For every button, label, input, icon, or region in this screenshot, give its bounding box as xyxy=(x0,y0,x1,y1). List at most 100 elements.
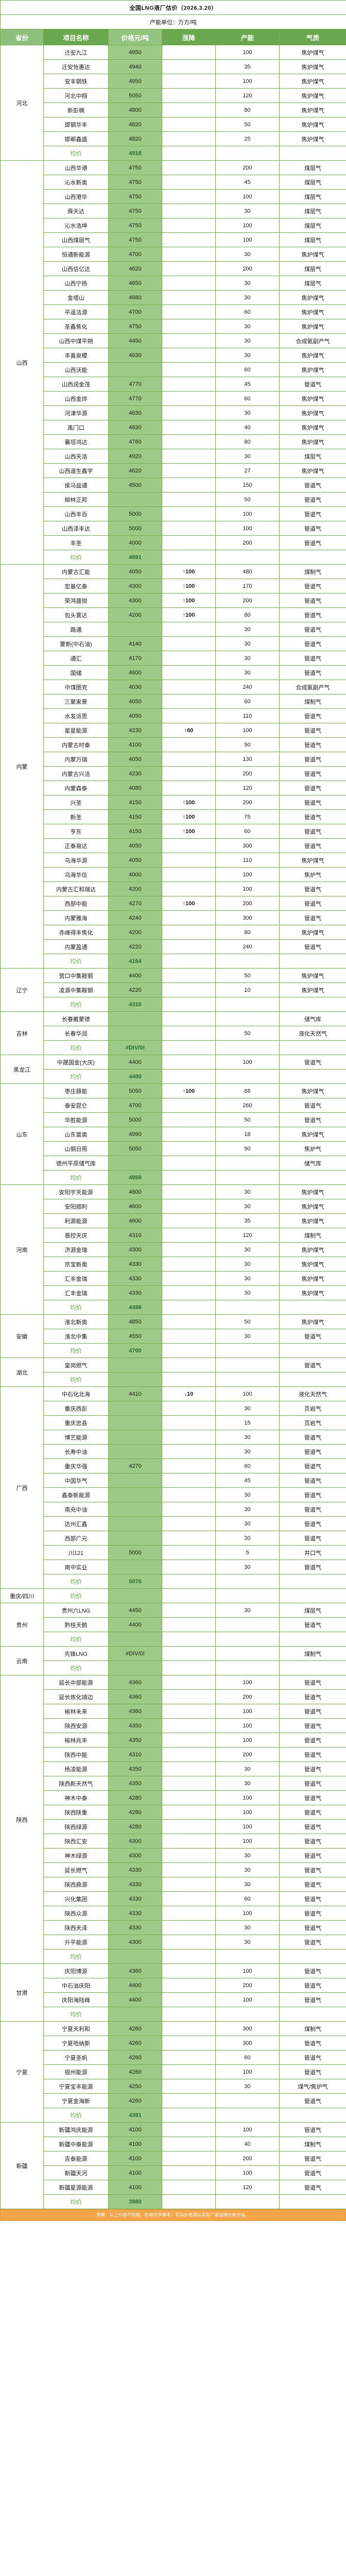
gas-quality: 煤层气 xyxy=(279,276,346,291)
project-name: 三聚家景 xyxy=(43,694,109,709)
capacity-value: 15 xyxy=(215,1415,280,1430)
price-value: 4620 xyxy=(108,261,162,276)
price-value: 4350 xyxy=(108,1733,162,1748)
change-value xyxy=(162,1617,216,1632)
average-label: 均价 xyxy=(43,146,109,161)
price-value: 4200 xyxy=(108,607,162,622)
table-row: 山西中煤平朔 4450 30 合成氨副产气 xyxy=(1,333,346,348)
gas-quality: 管道气 xyxy=(279,478,346,493)
gas-quality: 管道气 xyxy=(279,1358,346,1372)
change-value xyxy=(162,982,216,997)
change-value xyxy=(162,492,216,507)
table-row: 济源金瑞 4300 30 焦炉煤气 xyxy=(1,1242,346,1257)
project-name: 宁夏圣帆 xyxy=(43,2050,109,2065)
table-row: 陕西安源 4350 100 管道气 xyxy=(1,1718,346,1733)
table-row: 陕西鼎源 4330 30 管道气 xyxy=(1,1877,346,1892)
price-value: 4100 xyxy=(108,2137,162,2151)
province-label: 湖北 xyxy=(0,1358,44,1387)
gas-quality: 管道气 xyxy=(279,2093,346,2108)
project-name: 陕西绿源 xyxy=(43,1819,109,1834)
project-name: 延长燃气 xyxy=(43,1862,109,1877)
project-name: 丰圣 xyxy=(43,535,109,550)
table-row: 圣鑫焦化 4750 30 焦炉煤气 xyxy=(1,319,346,334)
gas-quality: 管道气 xyxy=(279,2064,346,2079)
average-price: 4164 xyxy=(108,954,162,969)
gas-quality: 管道气 xyxy=(279,809,346,824)
price-value: 4360 xyxy=(108,1963,162,1978)
capacity-value: 30 xyxy=(215,1848,280,1863)
change-value: ↓10 xyxy=(162,1386,216,1401)
table-row: 神木中泰 4280 100 管道气 xyxy=(1,1790,346,1805)
capacity-value: 480 xyxy=(215,564,280,579)
table-row: 内蒙古兴洁 4230 200 管道气 xyxy=(1,766,346,781)
price-value: 4300 xyxy=(108,579,162,594)
table-row: 正泰易达 4050 300 管道气 xyxy=(1,838,346,853)
average-change xyxy=(162,550,216,565)
change-value: ↑100 xyxy=(162,607,216,622)
price-value: 4800 xyxy=(108,1184,162,1199)
change-value xyxy=(162,261,216,276)
project-name: 宁夏金海新 xyxy=(43,2093,109,2108)
change-value xyxy=(162,1805,216,1820)
capacity-value: 80 xyxy=(215,607,280,622)
project-name: 赤峰得丰焦化 xyxy=(43,925,109,940)
gas-quality: 管道气 xyxy=(279,896,346,911)
capacity-value: 120 xyxy=(215,1228,280,1243)
price-value: #DIV/0! xyxy=(108,1646,162,1661)
change-value xyxy=(162,290,216,305)
average-price: #DIV/0! xyxy=(108,1040,162,1055)
average-row: 均价 4164 xyxy=(1,954,346,969)
table-row: 陕西陕重 4280 100 管道气 xyxy=(1,1805,346,1820)
project-name: 邯钢华丰 xyxy=(43,117,109,132)
gas-quality: 焦炉煤气 xyxy=(279,117,346,132)
project-name: 淮北新奥 xyxy=(43,1314,109,1329)
table-row: 内蒙万瑞 4050 130 管道气 xyxy=(1,752,346,767)
table-row: 内蒙森泰 4080 120 管道气 xyxy=(1,781,346,795)
capacity-value: 30 xyxy=(215,1761,280,1776)
change-value xyxy=(162,1646,216,1661)
table-row: 新彭楠 4800 80 焦炉煤气 xyxy=(1,103,346,117)
province-label: 内蒙 xyxy=(0,564,44,969)
gas-quality: 焦炉煤气 xyxy=(279,319,346,334)
change-value xyxy=(162,1141,216,1156)
province-label: 辽宁 xyxy=(0,968,44,1012)
price-value: 4260 xyxy=(108,2036,162,2050)
gas-quality: 煤层气 xyxy=(279,449,346,464)
capacity-value xyxy=(215,2093,280,2108)
average-row: 均价 xyxy=(1,2007,346,2022)
change-value: ↑100 xyxy=(162,579,216,594)
price-value: 5000 xyxy=(108,1545,162,1560)
change-value xyxy=(162,968,216,983)
price-value: 4750 xyxy=(108,160,162,175)
gas-quality: 焦炉煤气 xyxy=(279,1242,346,1257)
change-value xyxy=(162,1516,216,1531)
gas-quality: 管道气 xyxy=(279,1112,346,1127)
price-value xyxy=(108,1430,162,1445)
gas-quality: 管道气 xyxy=(279,1906,346,1921)
average-quality xyxy=(279,1588,346,1603)
project-name: 山西沃能 xyxy=(43,362,109,377)
project-name: 榆林未来 xyxy=(43,1704,109,1719)
project-name: 河津华源 xyxy=(43,405,109,420)
capacity-value xyxy=(215,1617,280,1632)
project-name: 圣鑫焦化 xyxy=(43,319,109,334)
gas-quality: 管道气 xyxy=(279,1761,346,1776)
table-row: 陕西 延长中部能源 4360 100 管道气 xyxy=(0,1675,346,1964)
capacity-value: 200 xyxy=(215,1689,280,1704)
table-row: 乌海华源 4050 110 焦炉煤气 xyxy=(1,853,346,868)
average-capacity xyxy=(215,1372,280,1387)
change-value xyxy=(162,1704,216,1719)
gas-quality: 煤层气 xyxy=(279,204,346,218)
price-value: 4330 xyxy=(108,1257,162,1272)
gas-quality: 井口气 xyxy=(279,1545,346,1560)
table-row: 荣鸿盛锐 4300 ↑100 200 管道气 xyxy=(1,593,346,608)
gas-quality: 管道气 xyxy=(279,492,346,507)
change-value xyxy=(162,1862,216,1877)
change-value xyxy=(162,1819,216,1834)
change-value xyxy=(162,2151,216,2166)
change-value xyxy=(162,939,216,954)
capacity-value: 100 xyxy=(215,1805,280,1820)
project-name: 鑫泰新能源 xyxy=(43,1487,109,1502)
capacity-value: 90 xyxy=(215,1141,280,1156)
price-value: 4330 xyxy=(108,1285,162,1300)
